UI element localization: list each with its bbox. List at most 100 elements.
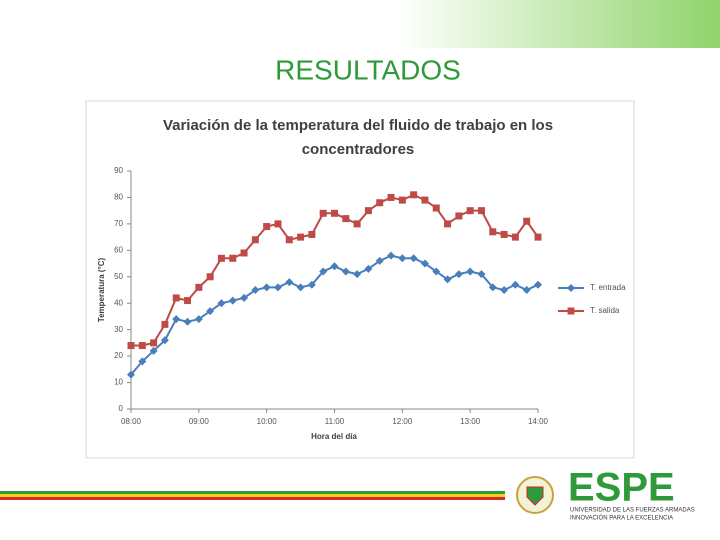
legend-label: T. salida (590, 306, 620, 315)
legend-marker (567, 284, 575, 292)
chart-title: Variación de la temperatura del fluido d… (163, 117, 553, 134)
marker (342, 215, 350, 223)
y-tick-label: 20 (114, 351, 123, 360)
marker (138, 342, 146, 350)
marker (488, 283, 497, 292)
marker (364, 264, 373, 273)
stripe (0, 494, 505, 497)
marker (477, 270, 486, 279)
slide-title: RESULTADOS (275, 54, 461, 85)
marker (432, 204, 440, 212)
marker (432, 267, 441, 276)
marker (330, 262, 339, 271)
y-tick-label: 10 (114, 378, 123, 387)
marker (262, 283, 271, 292)
marker (353, 220, 361, 228)
legend-label: T. entrada (590, 283, 626, 292)
marker (217, 299, 226, 308)
marker (500, 230, 508, 238)
marker (511, 280, 520, 289)
marker (420, 259, 429, 268)
marker (138, 357, 147, 366)
marker (534, 233, 542, 241)
marker (273, 283, 282, 292)
marker (240, 293, 249, 302)
marker (206, 307, 215, 316)
marker (319, 267, 328, 276)
chart-title: concentradores (302, 141, 415, 158)
marker (195, 283, 203, 291)
marker (375, 256, 384, 265)
marker (410, 191, 418, 199)
stripe (0, 497, 505, 500)
marker (376, 199, 384, 207)
y-tick-label: 30 (114, 325, 123, 334)
marker (522, 286, 531, 294)
marker (251, 286, 260, 294)
y-tick-label: 50 (114, 272, 123, 281)
x-tick-label: 13:00 (460, 417, 481, 426)
marker (489, 228, 497, 236)
chart-frame (85, 100, 635, 459)
marker (455, 212, 463, 220)
marker (308, 230, 316, 238)
y-tick-label: 40 (114, 298, 123, 307)
x-tick-label: 12:00 (392, 417, 413, 426)
marker (194, 315, 203, 324)
marker (172, 294, 180, 302)
stripes (0, 491, 505, 500)
marker (297, 233, 305, 241)
marker (229, 254, 237, 262)
logo-shield (526, 486, 544, 506)
marker (387, 251, 396, 260)
y-tick-label: 60 (114, 245, 123, 254)
marker (466, 207, 474, 215)
marker (161, 320, 169, 328)
marker (127, 342, 135, 350)
logo-line: UNIVERSIDAD DE LAS FUERZAS ARMADAS (570, 508, 695, 514)
marker (500, 286, 509, 294)
marker (150, 339, 158, 347)
x-tick-label: 09:00 (189, 417, 210, 426)
marker (398, 254, 407, 263)
marker (477, 207, 485, 215)
marker (296, 283, 305, 292)
marker (263, 223, 271, 231)
marker (217, 254, 225, 262)
marker (251, 236, 259, 244)
y-axis-label: Temperatura (°C) (97, 257, 106, 322)
marker (523, 217, 531, 225)
marker (206, 273, 214, 281)
marker (149, 346, 158, 355)
marker (160, 336, 169, 345)
marker (240, 249, 248, 257)
marker (172, 315, 181, 324)
marker (285, 236, 293, 244)
y-tick-label: 90 (114, 166, 123, 175)
marker (421, 196, 429, 204)
banner (0, 0, 720, 48)
y-tick-label: 80 (114, 193, 123, 202)
marker (364, 207, 372, 215)
legend-marker (567, 307, 575, 315)
x-tick-label: 10:00 (257, 417, 278, 426)
y-tick-label: 0 (119, 404, 124, 413)
stripe (0, 491, 505, 494)
logo-line: INNOVACIÓN PARA LA EXCELENCIA (570, 515, 673, 522)
marker (534, 280, 542, 289)
logo-name: ESPE (568, 466, 675, 510)
marker (511, 233, 519, 241)
marker (307, 280, 316, 289)
x-axis-label: Hora del día (311, 432, 357, 441)
marker (228, 296, 237, 305)
marker (444, 220, 452, 228)
marker (443, 275, 452, 284)
marker (127, 370, 135, 379)
marker (454, 270, 463, 279)
marker (398, 196, 406, 204)
marker (409, 254, 418, 263)
marker (183, 317, 192, 326)
marker (341, 267, 350, 276)
marker (387, 193, 395, 201)
